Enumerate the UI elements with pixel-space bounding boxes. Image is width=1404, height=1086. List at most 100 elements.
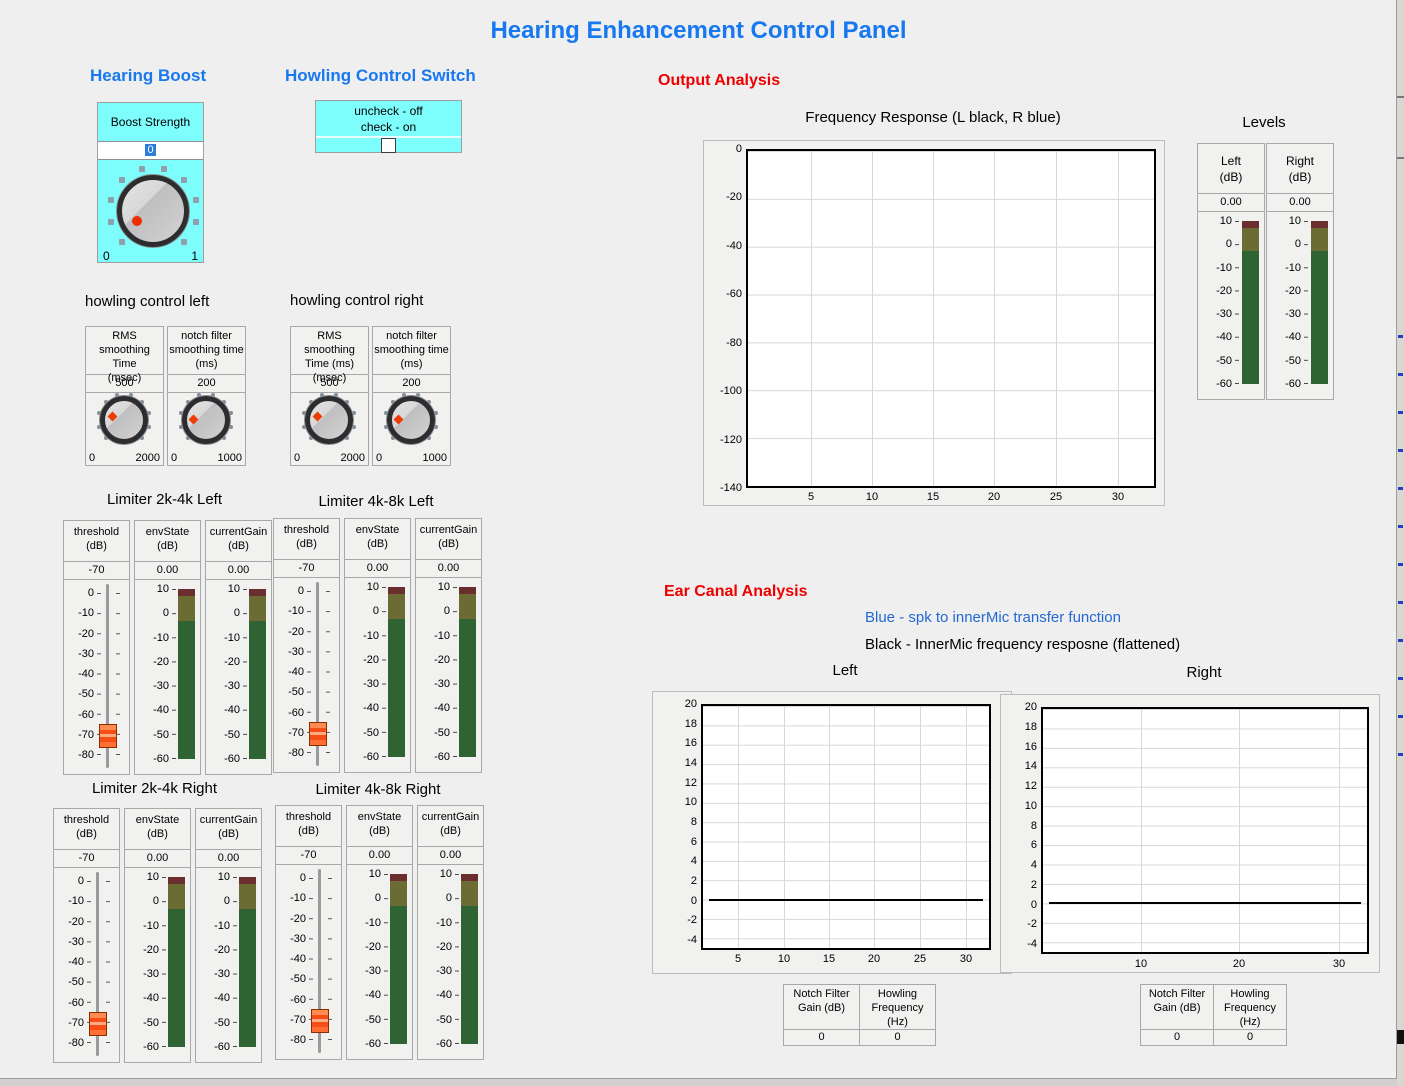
y-axis-tick-label: 18 (1024, 720, 1037, 733)
meter-tick-label: -50 (153, 728, 169, 741)
meter-ticks (453, 587, 457, 757)
threshold-slider[interactable] (96, 872, 99, 1056)
howling-freq-value: 0 (1246, 1031, 1254, 1043)
meter-tick-label: -30 (214, 968, 230, 981)
x-axis-tick-label: 10 (777, 953, 791, 965)
meter-tick-label: -50 (365, 1013, 381, 1026)
window-edge-scrollbar[interactable] (1396, 0, 1404, 1086)
slider-tick-label: -70 (68, 1016, 84, 1029)
slider-scale: 0 -10 -20 -30 -40 -50 -60 -70 -80 (64, 587, 96, 761)
rms-smoothing-knob[interactable] (305, 396, 353, 444)
howling-freq-header: Howling Frequency (Hz) (1214, 985, 1286, 1030)
x-axis-tick-label: 30 (1111, 491, 1125, 503)
meter-tick-label: -50 (143, 1016, 159, 1029)
x-axis-tick-label: 20 (867, 953, 881, 965)
x-axis-tick-label: 20 (987, 491, 1001, 503)
knob-max-label: 2000 (135, 452, 160, 464)
meter-tick-label: 10 (146, 871, 159, 883)
meter-tick-label: 10 (366, 581, 379, 593)
meter-tick-label: -20 (1285, 284, 1301, 297)
knob-pointer-icon (107, 411, 118, 422)
threshold-slider-handle[interactable] (311, 1009, 329, 1033)
slider-tick-label: 0 (299, 872, 306, 884)
meter-tick-label: -40 (214, 992, 230, 1005)
currentgain-label: currentGain (dB) (419, 524, 478, 551)
limiter-2k4k-right-title: Limiter 2k-4k Right (91, 780, 218, 797)
slider-tick-label: -50 (288, 686, 304, 699)
notch-smoothing-knob[interactable] (387, 396, 435, 444)
meter-tick-label: -60 (434, 750, 450, 763)
slider-scale: 0 -10 -20 -30 -40 -50 -60 -70 -80 (54, 876, 86, 1049)
slider-ticks (326, 591, 330, 753)
notch-gain-value: 0 (1173, 1031, 1181, 1043)
level-bar (388, 587, 405, 757)
threshold-slider-handle[interactable] (309, 722, 327, 746)
x-axis-tick-label: 25 (1049, 491, 1063, 503)
y-axis-tick-label: 4 (1030, 859, 1037, 871)
knob-min-label: 0 (171, 452, 178, 464)
boost-strength-input[interactable]: 0 (98, 141, 203, 160)
y-axis-tick-label: 12 (1024, 780, 1037, 792)
notch-smoothing-control: notch filter smoothing time (ms) 200 0 1… (167, 326, 246, 466)
threshold-label: threshold (dB) (285, 811, 332, 838)
threshold-value: -70 (274, 559, 339, 578)
threshold-slider[interactable] (316, 582, 319, 766)
meter-scale: 10 0 -10 -20 -30 -40 -50 -60 (135, 584, 171, 765)
meter-tick-label: -30 (224, 680, 240, 693)
meter-tick-label: 10 (1288, 215, 1301, 227)
level-bar (390, 874, 407, 1044)
edge-block (1397, 1030, 1404, 1044)
currentgain-value: 0.00 (416, 559, 481, 578)
meter-tick-label: -20 (224, 655, 240, 668)
envstate-meter: envState (dB) 0.00 10 0 -10 -20 -30 -40 -50 -60 (124, 808, 191, 1063)
boost-strength-value[interactable]: 0 (145, 144, 156, 156)
threshold-slider[interactable] (318, 869, 321, 1053)
slider-tick-label: 0 (297, 585, 304, 597)
knob-tick-marks (168, 393, 172, 397)
limiter-2k4k-left-group: threshold (dB) -70 0 -10 -20 -30 -40 -50 -60 -7… (63, 520, 272, 775)
slider-tick-label: -70 (78, 728, 94, 741)
boost-strength-knob[interactable] (117, 175, 189, 247)
slider-tick-label: 0 (87, 587, 94, 599)
meter-ticks (243, 589, 247, 759)
y-axis-tick-label: 18 (684, 717, 697, 730)
left-level-meter: Left (dB) 0.00 10 0 -10 -20 -30 -40 -50 -60 (1197, 143, 1265, 400)
knob-tick-marks (373, 393, 377, 397)
threshold-slider[interactable] (106, 584, 109, 768)
slider-scale: 0 -10 -20 -30 -40 -50 -60 -70 -80 (276, 872, 308, 1046)
meter-tick-label: -60 (224, 752, 240, 765)
right-level-label: Right (dB) (1285, 154, 1314, 184)
level-bar (168, 877, 185, 1047)
meter-tick-label: 0 (152, 895, 159, 908)
currentgain-value: 0.00 (418, 846, 483, 865)
x-axis-tick-label: 10 (1134, 958, 1148, 970)
howling-freq-value: 0 (894, 1031, 901, 1043)
slider-ticks (309, 878, 313, 1040)
meter-ticks (455, 874, 459, 1044)
edge-pattern (1398, 335, 1403, 770)
rms-smoothing-knob[interactable] (100, 396, 148, 444)
howling-freq-header: Howling Frequency (Hz) (860, 985, 935, 1030)
howling-control-checkbox[interactable] (381, 138, 396, 153)
meter-tick-label: -60 (365, 1037, 381, 1050)
y-axis-tick-label: 14 (684, 756, 697, 769)
y-axis-tick-label: 4 (690, 855, 697, 868)
knob-min-label: 0 (103, 249, 110, 263)
levels-panel: Left (dB) 0.00 10 0 -10 -20 -30 -40 -50 -60 Rig… (1197, 143, 1334, 400)
meter-tick-label: -60 (363, 750, 379, 763)
hearing-boost-panel: Boost Strength 0 0 1 (97, 102, 204, 263)
notch-gain-value: 0 (818, 1031, 825, 1043)
meter-tick-label: 10 (227, 583, 240, 595)
currentgain-label: currentGain (dB) (199, 814, 258, 841)
threshold-slider-handle[interactable] (89, 1012, 107, 1036)
x-axis-tick-label: 10 (865, 491, 879, 503)
meter-tick-label: 0 (162, 607, 169, 620)
edge-mark (1397, 157, 1404, 159)
howling-freq-column: Howling Frequency (Hz) 0 (859, 984, 936, 1046)
threshold-slider-handle[interactable] (99, 724, 117, 748)
level-bar (239, 877, 256, 1047)
y-axis: 20 18 16 14 12 10 8 6 4 2 0 -2 -4 (663, 699, 697, 946)
meter-tick-label: -20 (1216, 284, 1232, 297)
notch-smoothing-knob[interactable] (182, 396, 230, 444)
threshold-control: threshold (dB) -70 0 -10 -20 -30 -40 -50 -60 -7… (63, 520, 130, 775)
